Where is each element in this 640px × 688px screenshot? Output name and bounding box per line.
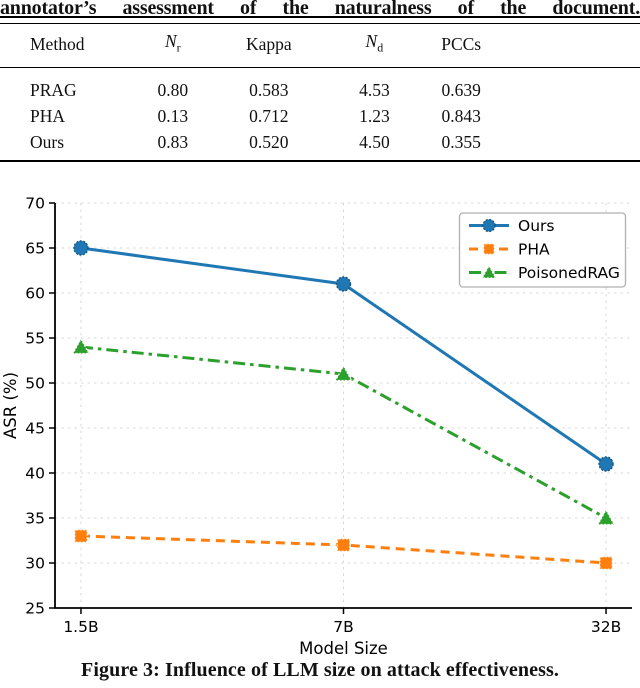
- table-body: PRAG 0.80 0.583 4.53 0.639 PHA 0.13 0.712 1.23 0.…: [0, 67, 640, 164]
- y-tick-label: 45: [25, 420, 45, 438]
- y-axis-label: ASR (%): [1, 372, 20, 439]
- y-tick-label: 40: [25, 465, 45, 483]
- value-cell: 4.50: [359, 131, 390, 152]
- x-tick-label: 32B: [591, 618, 621, 636]
- circle-marker: [73, 240, 89, 256]
- value-cell: 0.639: [441, 79, 481, 100]
- circle-marker: [482, 218, 496, 233]
- y-tick-label: 25: [25, 600, 45, 618]
- intro-caption: annotator’s assessment of the naturalnes…: [0, 0, 640, 19]
- value-cell: 0.583: [249, 79, 289, 100]
- table-row: PHA 0.13 0.712 1.23 0.843: [0, 103, 640, 129]
- circle-marker: [598, 456, 614, 472]
- legend-label: PoisonedRAG: [518, 264, 620, 282]
- legend-label: Ours: [518, 217, 554, 235]
- y-tick-label: 35: [25, 510, 45, 528]
- y-tick-label: 30: [25, 555, 45, 573]
- square-marker: [336, 538, 351, 552]
- value-cell: 0.13: [157, 105, 189, 126]
- method-cell: PRAG: [30, 79, 77, 100]
- square-marker: [74, 529, 88, 543]
- value-cell: 0.80: [157, 79, 189, 100]
- method-cell: Ours: [30, 131, 65, 152]
- x-tick-label: 7B: [333, 618, 354, 636]
- value-cell: 0.520: [249, 131, 289, 152]
- figure-caption: Figure 3: Influence of LLM size on attac…: [81, 659, 559, 681]
- value-cell: 0.83: [157, 131, 189, 152]
- method-cell: PHA: [30, 105, 66, 126]
- legend-box: [458, 212, 627, 288]
- table-header-row: Method Nr Kappa Nd PCCs: [0, 24, 640, 68]
- table-top-rule: [0, 16, 640, 24]
- y-tick-label: 70: [25, 195, 45, 213]
- y-tick-label: 55: [25, 330, 45, 348]
- table-row: Ours 0.83 0.520 4.50 0.355: [0, 129, 640, 164]
- column-header: Method: [0, 24, 135, 68]
- triangle-marker: [481, 264, 497, 279]
- value-cell: 0.712: [249, 105, 289, 126]
- column-header: Nr: [134, 24, 212, 68]
- square-marker: [599, 556, 613, 570]
- column-header: Nd: [326, 24, 423, 68]
- column-header: Kappa: [211, 24, 327, 68]
- asr-chart: 25 30 35 40 45 50 55 60 65 70 1.5B 7B 32B ASR (%) Mode…: [1, 195, 632, 658]
- value-cell: 4.53: [359, 79, 390, 100]
- triangle-marker: [71, 337, 90, 355]
- column-header: PCCs: [422, 24, 640, 68]
- y-tick-label: 65: [25, 240, 45, 258]
- value-cell: 0.843: [441, 105, 481, 126]
- triangle-marker: [597, 508, 616, 526]
- x-tick-label: 1.5B: [63, 618, 98, 636]
- y-tick-label: 60: [25, 285, 45, 303]
- table-bottom-rule: [0, 160, 640, 162]
- value-cell: 0.355: [441, 131, 481, 152]
- value-cell: 1.23: [359, 105, 390, 126]
- results-table: Method Nr Kappa Nd PCCs PRAG 0.80 0.583 4.53 0.6…: [0, 24, 640, 164]
- circle-marker: [335, 276, 352, 292]
- table-row: PRAG 0.80 0.583 4.53 0.639: [0, 67, 640, 103]
- legend-label: PHA: [518, 241, 550, 259]
- y-tick-label: 50: [25, 375, 45, 393]
- square-marker: [483, 243, 495, 255]
- triangle-marker: [334, 364, 353, 382]
- x-axis-label: Model Size: [299, 639, 388, 658]
